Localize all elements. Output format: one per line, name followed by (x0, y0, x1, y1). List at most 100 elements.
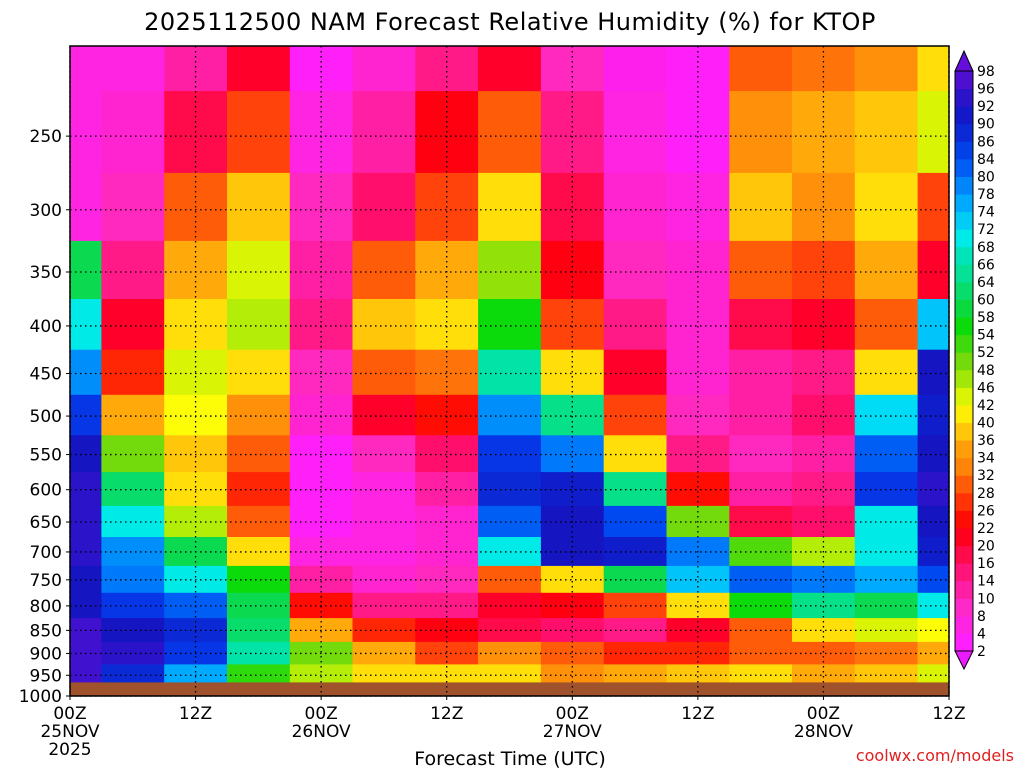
humidity-cell (227, 537, 291, 567)
humidity-cell (101, 618, 165, 643)
humidity-cell (792, 46, 856, 92)
x-tick-year: 2025 (48, 740, 91, 760)
colorbar-swatch (955, 317, 973, 336)
humidity-cell (352, 664, 416, 687)
humidity-cell (478, 505, 542, 538)
colorbar-swatch (955, 211, 973, 230)
humidity-cell (478, 664, 542, 687)
colorbar-tick-label: 98 (977, 64, 995, 80)
humidity-cell (603, 349, 668, 396)
y-tick-label: 600 (30, 481, 62, 501)
humidity-cell (666, 664, 730, 687)
humidity-cell (70, 172, 102, 242)
humidity-cell (854, 664, 919, 687)
x-axis-title: Forecast Time (UTC) (414, 748, 605, 768)
x-tick-date: 28NOV (794, 722, 853, 742)
humidity-cell (478, 565, 542, 594)
colorbar-swatch (955, 264, 973, 283)
colorbar-tick-label: 90 (977, 117, 995, 133)
colorbar-tick-label: 20 (977, 539, 995, 555)
below-ground-area (70, 682, 949, 696)
colorbar-swatch (955, 598, 973, 617)
humidity-cell (792, 394, 856, 436)
colorbar-swatch (955, 457, 973, 476)
humidity-cell (352, 46, 416, 92)
humidity-cell (164, 46, 228, 92)
colorbar-tick-label: 96 (977, 82, 995, 98)
humidity-cell (352, 240, 416, 300)
humidity-cell (854, 641, 919, 665)
colorbar: 2481014162022262832343640424648525458606… (954, 49, 995, 671)
humidity-cell (289, 240, 354, 300)
humidity-cell (352, 299, 416, 351)
humidity-cell (227, 435, 291, 473)
humidity-cell (289, 394, 354, 436)
humidity-cell (101, 299, 165, 351)
humidity-cell (415, 394, 479, 436)
colorbar-tick-label: 16 (977, 556, 995, 572)
humidity-cell (917, 472, 949, 507)
humidity-cell (289, 46, 354, 92)
humidity-cell (729, 394, 793, 436)
colorbar-swatch (955, 352, 973, 371)
humidity-cell (70, 91, 102, 174)
humidity-cell (854, 299, 919, 351)
humidity-cell (603, 240, 668, 300)
plot-frame (69, 45, 950, 697)
humidity-cell (792, 641, 856, 665)
humidity-cell (478, 641, 542, 665)
humidity-cell (729, 240, 793, 300)
colorbar-swatch (955, 440, 973, 459)
colorbar-tick-label: 52 (977, 345, 995, 361)
colorbar-swatch (955, 88, 973, 107)
colorbar-swatch (955, 404, 973, 423)
colorbar-tick-label: 10 (977, 591, 995, 607)
colorbar-swatch (955, 492, 973, 511)
humidity-cell (478, 46, 542, 92)
humidity-cell (792, 664, 856, 687)
humidity-cell (164, 240, 228, 300)
humidity-cell (603, 299, 668, 351)
y-tick-label: 800 (30, 597, 62, 617)
colorbar-max-cap (954, 49, 974, 72)
y-tick-label: 900 (30, 644, 62, 664)
colorbar-swatch (955, 422, 973, 441)
colorbar-tick-label: 46 (977, 380, 995, 396)
pressure-axis: 250 300 350 400 450 500 550 600 650 700 750 800 850 9… (19, 127, 70, 707)
humidity-cell (478, 472, 542, 507)
humidity-cell (352, 91, 416, 174)
humidity-cell (415, 641, 479, 665)
humidity-cell (854, 91, 919, 174)
humidity-cell (478, 394, 542, 436)
humidity-cell (854, 472, 919, 507)
colorbar-swatch (955, 528, 973, 547)
humidity-cell (352, 349, 416, 396)
colorbar-swatch (955, 123, 973, 142)
y-tick-label: 500 (30, 407, 62, 427)
humidity-cell (415, 565, 479, 594)
humidity-cell (478, 349, 542, 396)
chart-title: 2025112500 NAM Forecast Relative Humidit… (144, 8, 876, 36)
y-tick-label: 400 (30, 317, 62, 337)
humidity-cell (478, 435, 542, 473)
humidity-cell (478, 618, 542, 643)
humidity-cell (70, 349, 102, 396)
colorbar-swatch (955, 71, 973, 90)
humidity-cell (478, 172, 542, 242)
colorbar-tick-label: 36 (977, 433, 995, 449)
humidity-cell (101, 435, 165, 473)
humidity-cell (666, 394, 730, 436)
humidity-cell (917, 435, 949, 473)
y-tick-label: 350 (30, 263, 62, 283)
colorbar-swatch (955, 563, 973, 582)
humidity-cell (478, 91, 542, 174)
humidity-cell (854, 46, 919, 92)
y-tick-label: 450 (30, 365, 62, 385)
colorbar-swatch (955, 106, 973, 125)
humidity-cell (227, 592, 291, 619)
humidity-cell (603, 91, 668, 174)
colorbar-tick-label: 4 (977, 626, 986, 642)
colorbar-tick-label: 34 (977, 451, 995, 467)
